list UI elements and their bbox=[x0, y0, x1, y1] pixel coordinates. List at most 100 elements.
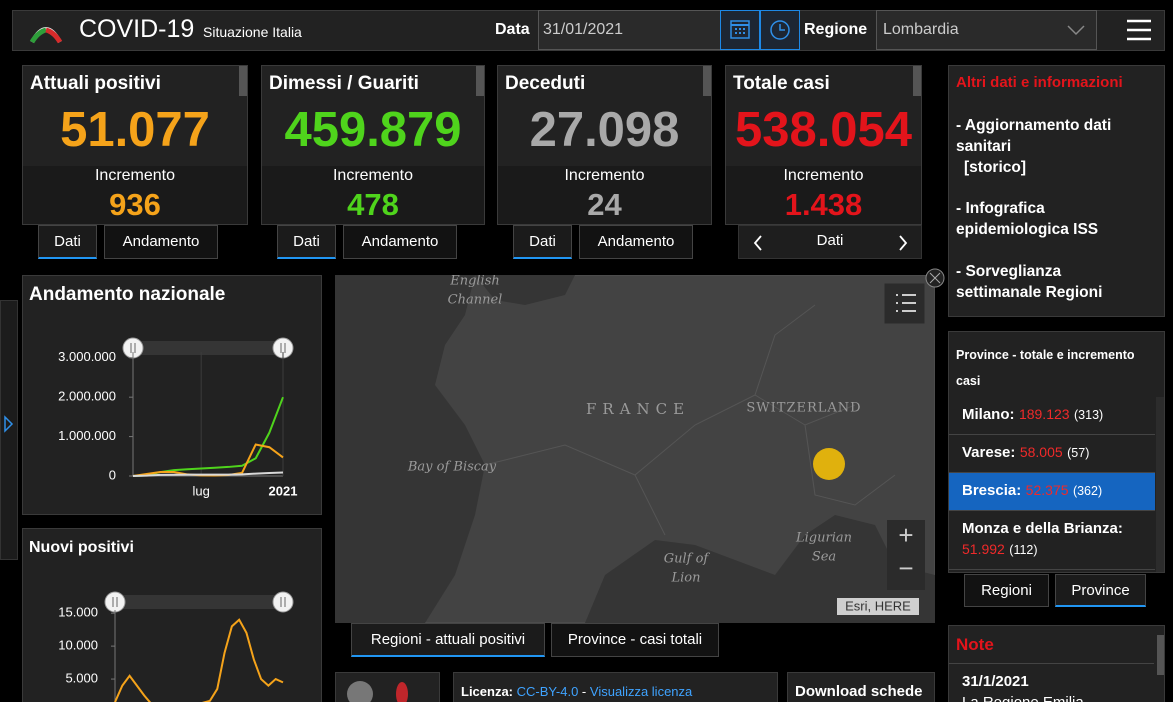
stat-card: Deceduti 27.098 Incremento 24 bbox=[497, 65, 712, 225]
date-input[interactable]: 31/01/2021 bbox=[538, 10, 721, 50]
info-link[interactable]: [storico] bbox=[964, 159, 1026, 176]
province-total: 52.375 bbox=[1025, 482, 1069, 498]
chart-panel bbox=[22, 275, 322, 515]
province-title: Province - totale e incremento casi bbox=[956, 348, 1135, 388]
map-label: Channel bbox=[448, 293, 503, 308]
card-lower bbox=[23, 166, 247, 224]
scrollbar bbox=[1157, 635, 1164, 675]
zoom-out[interactable]: − bbox=[898, 553, 913, 583]
province-list: Milano: 189.123 (313) Varese: 58.005 (57)… bbox=[949, 397, 1155, 572]
card-tab[interactable]: Andamento bbox=[343, 225, 457, 259]
map-label: Gulf of bbox=[664, 552, 711, 567]
card-lower bbox=[498, 166, 711, 224]
increment-label: Incremento bbox=[94, 167, 176, 184]
license[interactable]: CC-BY-4.0 bbox=[516, 684, 579, 699]
note-text: La Regione Emilia bbox=[962, 694, 1084, 702]
nav-arrow bbox=[753, 235, 762, 251]
info-item[interactable]: - Sorveglianza settimanale Regioni bbox=[956, 263, 1103, 301]
license-link[interactable]: Visualizza licenza bbox=[589, 684, 693, 699]
menu-button[interactable] bbox=[1126, 18, 1152, 42]
info-item[interactable]: - Aggiornamento dati sanitari [storico] bbox=[956, 115, 1156, 178]
map-tab[interactable]: Regioni - attuali positivi bbox=[351, 623, 545, 657]
province-increment: (112) bbox=[1009, 543, 1038, 557]
card-tab[interactable]: Dati bbox=[277, 225, 336, 259]
chart-title: Nuovi positivi bbox=[29, 539, 134, 556]
province-tab[interactable]: Province bbox=[1055, 574, 1146, 607]
card-scroll bbox=[703, 66, 711, 96]
zoom-controls[interactable] bbox=[887, 520, 925, 590]
date-buttons[interactable] bbox=[720, 10, 800, 50]
map-tab[interactable]: Province - casi totali bbox=[551, 623, 719, 657]
card-scroll bbox=[239, 66, 247, 96]
map-label: Bay of Biscay bbox=[407, 460, 497, 475]
select-chevron bbox=[1067, 25, 1085, 36]
province-panel: Province - totale e incremento casi Mila… bbox=[948, 331, 1165, 573]
map-label: Sea bbox=[812, 550, 836, 565]
increment-label: Incremento bbox=[783, 167, 864, 184]
map[interactable]: English Channel FRANCE SWITZERLAND Bay of Bi… bbox=[335, 275, 935, 623]
side-toggle[interactable] bbox=[0, 300, 18, 560]
app-title: COVID-19 bbox=[79, 15, 195, 43]
card-scroll bbox=[913, 66, 921, 96]
nav-arrows[interactable] bbox=[739, 226, 923, 260]
increment-value: 936 bbox=[109, 187, 161, 222]
province-row[interactable]: Milano: 189.123 (313) bbox=[949, 397, 1155, 435]
app-subtitle: Situazione Italia bbox=[203, 24, 302, 40]
license-panel: Licenza: CC-BY-4.0 - Visualizza licenza bbox=[453, 672, 778, 702]
logo bbox=[29, 27, 63, 44]
region-select[interactable]: Lombardia bbox=[876, 10, 1097, 50]
card-lower bbox=[726, 166, 921, 224]
increment-value: 24 bbox=[587, 187, 622, 222]
note-date: 31/1/2021 bbox=[962, 673, 1029, 690]
province-row[interactable]: Monza e della Brianza: 51.992 (112) bbox=[949, 511, 1155, 570]
card-title: Totale casi bbox=[733, 73, 830, 94]
province-total: 51.992 bbox=[962, 541, 1005, 557]
side-arrow bbox=[4, 415, 14, 433]
map-label: SWITZERLAND bbox=[746, 401, 861, 416]
nav-arrow bbox=[899, 235, 908, 251]
increment-label: Incremento bbox=[564, 167, 645, 184]
card-title: Deceduti bbox=[505, 73, 586, 94]
info-text[interactable]: - Aggiornamento dati sanitari bbox=[956, 117, 1112, 155]
card-value: 459.879 bbox=[284, 103, 462, 157]
chart-title: Andamento nazionale bbox=[29, 284, 226, 305]
info-title: Altri dati e informazioni bbox=[956, 74, 1123, 91]
separator bbox=[949, 663, 1154, 664]
note-title: Note bbox=[956, 635, 994, 654]
province-name: Monza e della Brianza: bbox=[962, 520, 1123, 537]
stat-card: Attuali positivi 51.077 Incremento 936 bbox=[22, 65, 248, 225]
region-label: Regione bbox=[804, 21, 868, 38]
province-increment: (57) bbox=[1067, 446, 1090, 460]
info-panel bbox=[948, 65, 1165, 317]
province-total: 58.005 bbox=[1019, 444, 1063, 460]
province-tab[interactable]: Regioni bbox=[964, 574, 1049, 607]
map-label: Lion bbox=[671, 571, 701, 586]
license-label: Licenza: bbox=[461, 684, 514, 699]
map-label: English bbox=[449, 275, 500, 289]
province-row[interactable]: Varese: 58.005 (57) bbox=[949, 435, 1155, 473]
separator: - bbox=[581, 684, 587, 699]
province-row[interactable]: Como: 38.090 (118) bbox=[949, 570, 1155, 572]
increment-label: Incremento bbox=[332, 167, 414, 184]
info-item[interactable]: - Infografica epidemiologica ISS bbox=[956, 200, 1099, 238]
card-title: Attuali positivi bbox=[30, 73, 161, 94]
card-tab[interactable]: Dati bbox=[38, 225, 97, 259]
zoom-in[interactable]: + bbox=[898, 520, 913, 550]
card-tab[interactable]: Andamento bbox=[579, 225, 693, 259]
card-value: 51.077 bbox=[60, 103, 210, 157]
card-tab[interactable]: Andamento bbox=[104, 225, 218, 259]
download-button[interactable]: Download schede bbox=[787, 672, 935, 702]
increment-value: 478 bbox=[347, 187, 399, 222]
card-title: Dimessi / Guariti bbox=[269, 73, 419, 94]
card-tab[interactable]: Dati bbox=[513, 225, 572, 259]
province-row[interactable]: Brescia: 52.375 (362) bbox=[949, 473, 1155, 511]
map-label: Ligurian bbox=[795, 531, 852, 546]
region-marker[interactable] bbox=[813, 448, 845, 480]
increment-value: 1.438 bbox=[784, 187, 863, 222]
province-name: Brescia: bbox=[962, 482, 1022, 499]
card-value: 27.098 bbox=[529, 103, 680, 157]
card-lower bbox=[262, 166, 484, 224]
scrollbar bbox=[1156, 397, 1164, 572]
expand-icon[interactable] bbox=[925, 268, 945, 288]
